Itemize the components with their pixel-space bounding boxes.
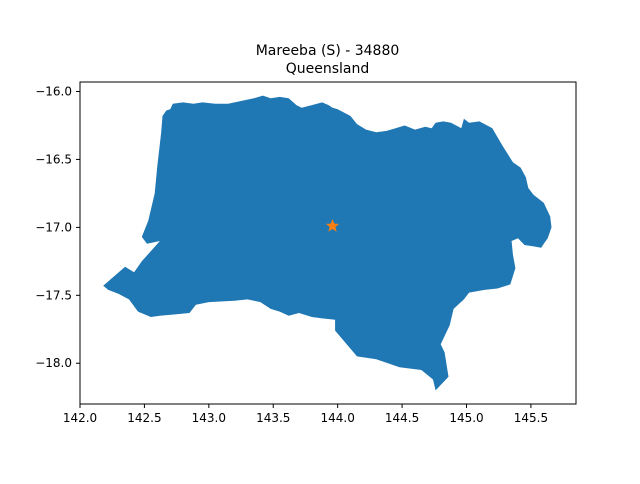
region-polygon [103,95,552,391]
x-tick-label: 144.5 [385,411,419,425]
y-tick-label: −17.5 [35,288,72,302]
y-tick-label: −17.0 [35,220,72,234]
y-tick-label: −18.0 [35,356,72,370]
y-axis: −16.0 −16.5 −17.0 −17.5 −18.0 [35,85,80,370]
x-tick-label: 145.0 [449,411,483,425]
y-tick-label: −16.0 [35,85,72,99]
axes-frame [79,81,577,405]
x-tick-label: 142.5 [127,411,161,425]
x-tick-label: 143.0 [192,411,226,425]
plot-area [103,95,552,391]
x-tick-label: 143.5 [256,411,290,425]
chart-title-line1: Mareeba (S) - 34880 [256,43,400,59]
x-axis: 142.0 142.5 143.0 143.5 144.0 144.5 145.0 145.5 [63,404,548,425]
centroid-star-marker [325,219,340,232]
x-tick-label: 142.0 [63,411,97,425]
y-tick-label: −16.5 [35,152,72,166]
x-tick-label: 145.5 [514,411,548,425]
x-tick-label: 144.0 [320,411,354,425]
chart-title-line2: Queensland [286,61,370,77]
